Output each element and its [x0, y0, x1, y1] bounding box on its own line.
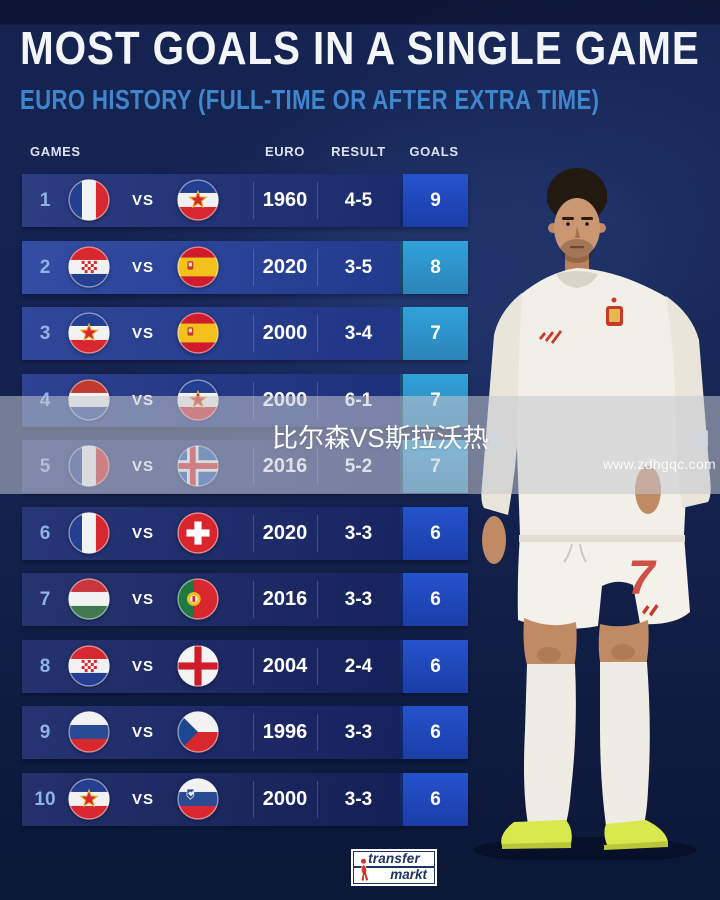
- table-row: 2 VS 2020 3-5 8: [22, 240, 468, 294]
- watermark-banner-text: 比尔森VS斯拉沃热: [272, 423, 489, 453]
- column-divider: [317, 248, 318, 286]
- column-divider: [317, 315, 318, 352]
- watermark-url-text: www.zdhgqc.com: [602, 456, 716, 472]
- table-row: 6 VS 2020 3-3 6: [22, 506, 468, 560]
- euro-year: 2004: [262, 654, 308, 677]
- france-flag-icon: [68, 511, 110, 554]
- column-divider: [253, 514, 254, 552]
- hungary-flag-icon: [68, 578, 110, 620]
- croatia-flag-icon: [68, 245, 110, 288]
- result-score: 4-5: [344, 190, 373, 211]
- page-title: MOST GOALS IN A SINGLE GAME: [20, 22, 700, 74]
- table-row: 9 VS 1996 3-3 6: [22, 706, 468, 759]
- rank-label: 1: [39, 190, 51, 211]
- goals-value: 8: [400, 240, 468, 294]
- vs-label: VS: [131, 258, 154, 276]
- result-score: 3-3: [344, 522, 373, 544]
- rank-label: 10: [34, 788, 56, 810]
- column-divider: [317, 647, 318, 685]
- column-divider: [253, 581, 254, 618]
- euro-year: 2000: [262, 787, 308, 810]
- watermark-band: 比尔森VS斯拉沃热: [0, 396, 720, 494]
- transfermarkt-figure-icon: [360, 858, 369, 882]
- logo-text-markt: markt: [390, 867, 427, 882]
- france-flag-icon: [68, 179, 110, 221]
- table-row: 7 VS 2016 3-3 6: [22, 573, 468, 626]
- vs-label: VS: [131, 192, 154, 209]
- goals-value: 6: [400, 772, 468, 826]
- table-row: 10 VS 2000 3-3 6: [22, 772, 468, 826]
- euro-year: 1960: [262, 189, 308, 211]
- yugoslavia-flag-icon: [68, 777, 110, 820]
- result-score: 3-5: [344, 256, 373, 278]
- yugoslavia-flag-icon: [68, 312, 110, 354]
- slovenia-flag-icon: [177, 777, 219, 820]
- rank-label: 9: [39, 722, 51, 743]
- logo-text-transfer: transfer: [354, 852, 434, 868]
- column-header-euro: EURO: [265, 144, 305, 159]
- table-row: 3 VS 2000 3-4 7: [22, 307, 468, 360]
- rank-label: 7: [39, 589, 51, 610]
- column-divider: [317, 714, 318, 751]
- rank-label: 3: [39, 323, 51, 344]
- czech-republic-flag-icon: [177, 711, 219, 753]
- vs-label: VS: [131, 724, 154, 741]
- column-header-result: RESULT: [331, 144, 386, 159]
- euro-year: 2016: [262, 588, 308, 610]
- switzerland-flag-icon: [177, 511, 219, 554]
- result-score: 3-3: [344, 722, 373, 743]
- goals-value: 6: [400, 573, 468, 626]
- column-divider: [253, 248, 254, 286]
- column-divider: [253, 315, 254, 352]
- vs-label: VS: [131, 790, 154, 808]
- result-score: 2-4: [344, 655, 373, 677]
- rank-label: 2: [39, 256, 51, 278]
- column-header-goals: GOALS: [409, 144, 459, 159]
- goals-value: 9: [400, 174, 468, 227]
- table-row: 8 VS 2004 2-4 6: [22, 639, 468, 693]
- goals-value: 6: [400, 506, 468, 560]
- rank-label: 8: [39, 655, 51, 677]
- england-flag-icon: [177, 644, 219, 687]
- column-divider: [253, 780, 254, 818]
- table-row: 1 VS 1960 4-5 9: [22, 174, 468, 227]
- column-divider: [253, 647, 254, 685]
- column-divider: [253, 182, 254, 219]
- spain-flag-icon: [177, 245, 219, 288]
- euro-year: 2020: [262, 255, 308, 278]
- goals-value: 6: [400, 706, 468, 759]
- vs-label: VS: [131, 524, 154, 542]
- page-subtitle: EURO HISTORY (FULL-TIME OR AFTER EXTRA T…: [20, 84, 600, 115]
- column-header-games: GAMES: [30, 144, 81, 159]
- column-divider: [317, 514, 318, 552]
- svg-text:7: 7: [628, 552, 657, 605]
- ranking-table: 1 VS 1960 4-5 9 2 VS 2020 3-5 8 3 VS: [22, 174, 468, 839]
- transfermarkt-logo: transfer markt: [351, 849, 437, 886]
- portugal-flag-icon: [177, 578, 219, 620]
- croatia-flag-icon: [68, 644, 110, 687]
- spain-flag-icon: [177, 312, 219, 354]
- vs-label: VS: [131, 657, 154, 675]
- column-divider: [253, 714, 254, 751]
- euro-year: 2000: [262, 322, 308, 344]
- column-divider: [317, 182, 318, 219]
- goals-value: 7: [400, 307, 468, 360]
- result-score: 3-3: [344, 788, 373, 810]
- result-score: 3-4: [344, 323, 373, 344]
- goals-value: 6: [400, 639, 468, 693]
- column-divider: [317, 581, 318, 618]
- column-divider: [317, 780, 318, 818]
- euro-year: 1996: [262, 721, 308, 743]
- vs-label: VS: [131, 325, 154, 342]
- player-photo: 7: [473, 168, 711, 860]
- euro-year: 2020: [262, 521, 308, 544]
- yugoslavia-flag-icon: [177, 179, 219, 221]
- vs-label: VS: [131, 591, 154, 608]
- result-score: 3-3: [344, 589, 373, 610]
- russia-flag-icon: [68, 711, 110, 753]
- rank-label: 6: [39, 522, 51, 544]
